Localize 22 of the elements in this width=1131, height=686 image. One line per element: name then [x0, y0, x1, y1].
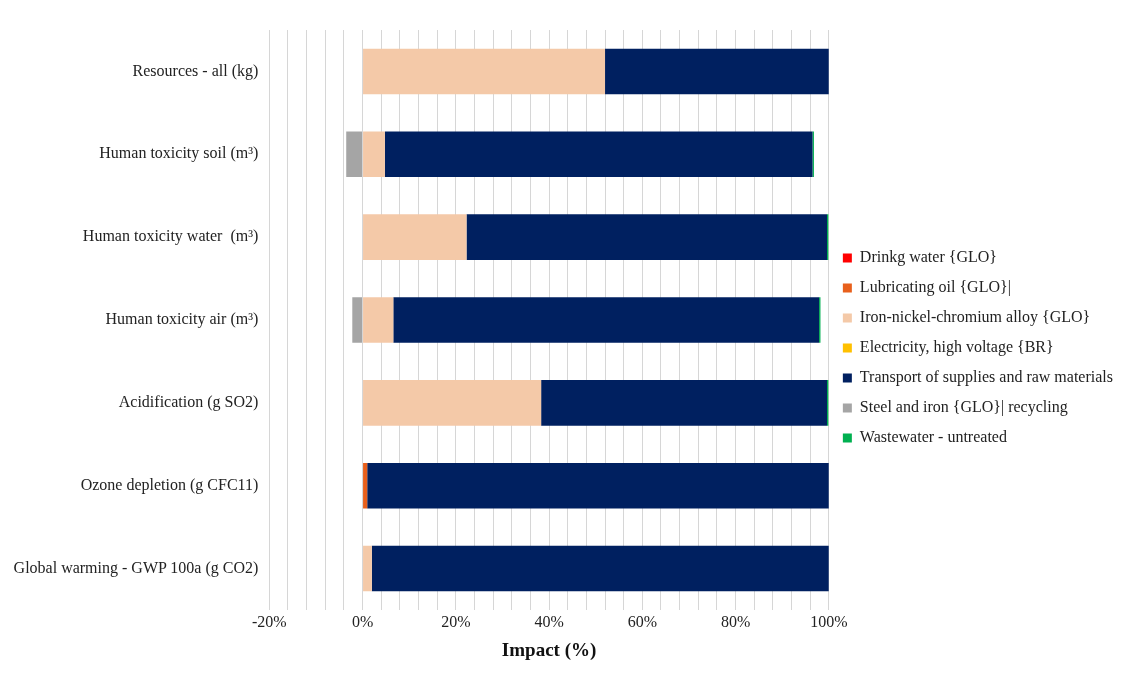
y-tick-label: Acidification (g SO2): [118, 393, 259, 412]
legend-label: Drinkg water {GLO}: [859, 248, 997, 267]
legend-label: Lubricating oil {GLO}|: [859, 278, 1011, 297]
legend-label: Steel and iron {GLO}| recycling: [859, 398, 1068, 417]
y-tick-label: Human toxicity air (m³): [105, 310, 259, 329]
x-tick-label: 20%: [441, 612, 471, 630]
legend-label: Electricity, high voltage {BR}: [859, 338, 1054, 357]
x-tick-label: 0%: [351, 612, 374, 630]
x-tick-label: 40%: [534, 612, 564, 630]
x-tick-label: 100%: [810, 612, 848, 630]
y-tick-label: Ozone depletion (g CFC11): [80, 475, 259, 494]
x-axis-title: Impact (%): [501, 638, 597, 661]
y-tick-label: Human toxicity soil (m³): [99, 144, 259, 163]
legend-label: Transport of supplies and raw materials: [859, 368, 1113, 387]
y-tick-label: Resources - all (kg): [132, 61, 259, 80]
x-tick-label: 80%: [720, 612, 751, 630]
y-tick-label: Global warming - GWP 100a (g CO2): [13, 558, 259, 577]
legend-label: Wastewater - untreated: [859, 428, 1007, 446]
legend-label: Iron-nickel-chromium alloy {GLO}: [859, 308, 1091, 327]
x-tick-label: 60%: [627, 612, 657, 630]
x-tick-label: -20%: [251, 612, 287, 630]
y-tick-label: Human toxicity water (m³): [82, 227, 259, 246]
